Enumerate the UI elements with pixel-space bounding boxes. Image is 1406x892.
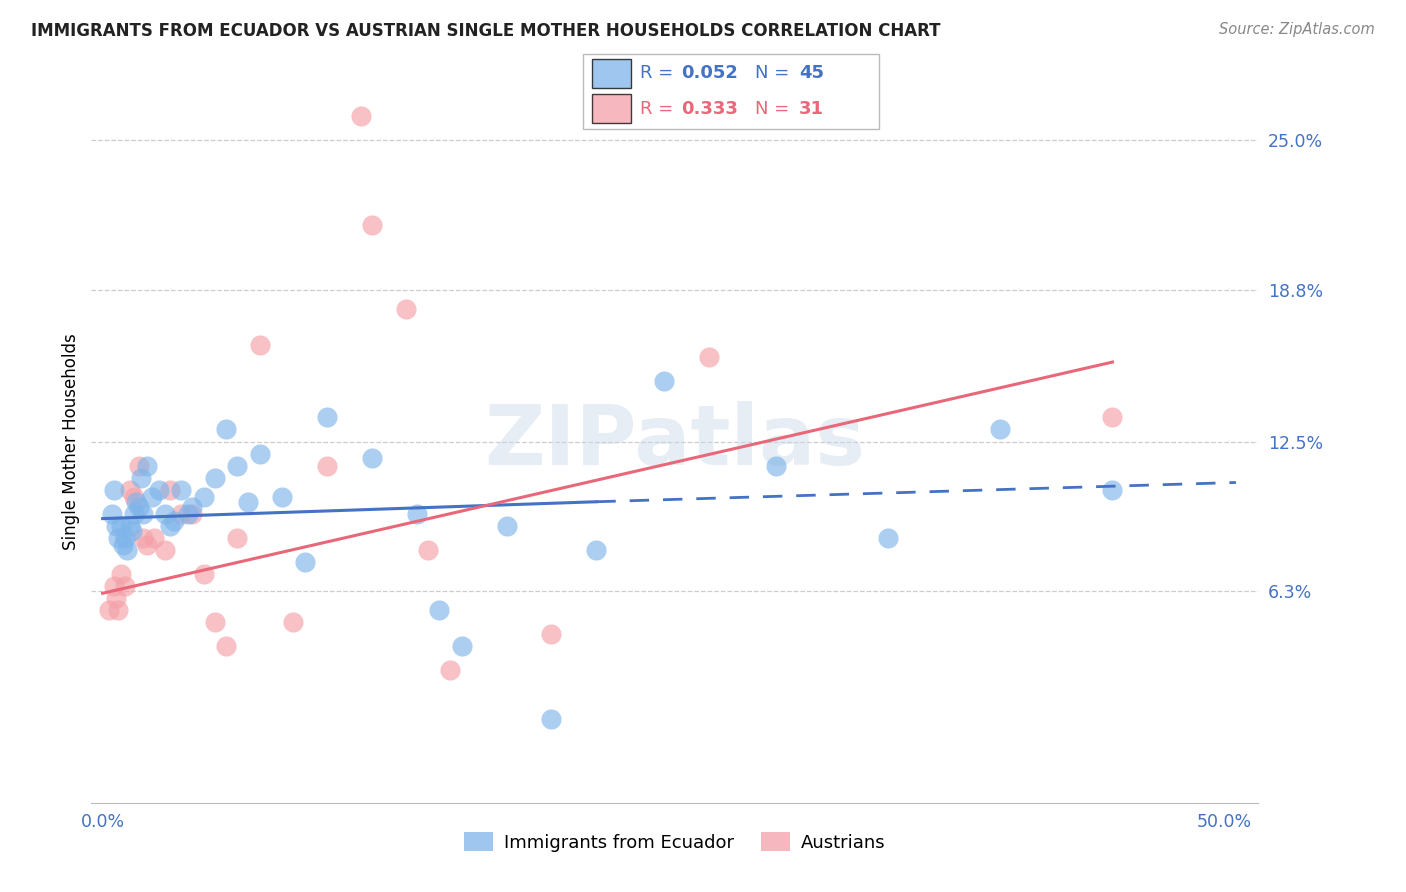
Point xyxy=(121,524,143,538)
Point xyxy=(111,538,134,552)
Point xyxy=(110,519,132,533)
Y-axis label: Single Mother Households: Single Mother Households xyxy=(62,334,80,549)
Point xyxy=(132,507,155,521)
Point xyxy=(204,615,226,630)
Point xyxy=(249,338,271,352)
Point xyxy=(283,615,305,630)
Text: 0.052: 0.052 xyxy=(681,64,738,82)
Point xyxy=(540,627,562,641)
Point xyxy=(361,451,384,466)
Point xyxy=(107,531,129,545)
Point xyxy=(540,712,562,726)
Point xyxy=(697,350,720,364)
Point xyxy=(361,218,384,232)
Point xyxy=(148,483,170,497)
Point xyxy=(100,507,122,521)
Point xyxy=(105,519,128,533)
Point xyxy=(238,494,260,508)
Text: 45: 45 xyxy=(799,64,824,82)
Point xyxy=(450,639,472,653)
Point xyxy=(110,567,132,582)
Point xyxy=(136,538,159,552)
Legend: Immigrants from Ecuador, Austrians: Immigrants from Ecuador, Austrians xyxy=(457,825,893,859)
Point xyxy=(394,301,416,317)
FancyBboxPatch shape xyxy=(592,59,631,87)
Point xyxy=(132,531,155,545)
Text: ZIPatlas: ZIPatlas xyxy=(485,401,865,482)
Point xyxy=(204,471,226,485)
Point xyxy=(181,500,204,514)
Text: N =: N = xyxy=(755,100,794,118)
Point xyxy=(163,514,186,528)
Point xyxy=(122,490,145,504)
Point xyxy=(159,519,181,533)
Text: IMMIGRANTS FROM ECUADOR VS AUSTRIAN SINGLE MOTHER HOUSEHOLDS CORRELATION CHART: IMMIGRANTS FROM ECUADOR VS AUSTRIAN SING… xyxy=(31,22,941,40)
Point xyxy=(495,519,517,533)
Point xyxy=(1101,410,1123,425)
Point xyxy=(215,639,238,653)
Text: R =: R = xyxy=(640,100,679,118)
Point xyxy=(765,458,787,473)
FancyBboxPatch shape xyxy=(583,54,879,129)
Point xyxy=(114,579,136,593)
Point xyxy=(143,531,166,545)
Point xyxy=(416,542,439,557)
Point xyxy=(877,531,900,545)
Point xyxy=(170,483,193,497)
Point xyxy=(141,490,163,504)
Point xyxy=(181,507,204,521)
Point xyxy=(226,458,249,473)
Text: R =: R = xyxy=(640,64,679,82)
Point xyxy=(177,507,200,521)
Point xyxy=(128,500,150,514)
Point xyxy=(249,446,271,460)
Point xyxy=(405,507,427,521)
Point xyxy=(271,490,294,504)
Point xyxy=(652,375,675,389)
Point xyxy=(129,471,152,485)
Point xyxy=(118,483,141,497)
Point xyxy=(103,579,125,593)
Point xyxy=(226,531,249,545)
Text: 31: 31 xyxy=(799,100,824,118)
Point xyxy=(155,507,177,521)
Point xyxy=(193,490,215,504)
Point xyxy=(117,542,139,557)
Point xyxy=(215,423,238,437)
Point xyxy=(155,542,177,557)
Point xyxy=(136,458,159,473)
Point xyxy=(427,603,450,617)
Point xyxy=(316,410,339,425)
Point xyxy=(122,507,145,521)
Point xyxy=(294,555,316,569)
Point xyxy=(125,494,148,508)
Text: 0.333: 0.333 xyxy=(681,100,738,118)
Point xyxy=(585,542,607,557)
Point xyxy=(128,458,150,473)
Point xyxy=(114,531,136,545)
Point xyxy=(193,567,215,582)
Point xyxy=(439,664,461,678)
Point xyxy=(118,519,141,533)
Point xyxy=(98,603,121,617)
Point xyxy=(350,109,373,123)
Point xyxy=(103,483,125,497)
Point xyxy=(170,507,193,521)
Text: N =: N = xyxy=(755,64,794,82)
Point xyxy=(316,458,339,473)
Point xyxy=(159,483,181,497)
Point xyxy=(107,603,129,617)
Point xyxy=(988,423,1011,437)
Point xyxy=(1101,483,1123,497)
Point xyxy=(105,591,128,606)
FancyBboxPatch shape xyxy=(592,95,631,123)
Text: Source: ZipAtlas.com: Source: ZipAtlas.com xyxy=(1219,22,1375,37)
